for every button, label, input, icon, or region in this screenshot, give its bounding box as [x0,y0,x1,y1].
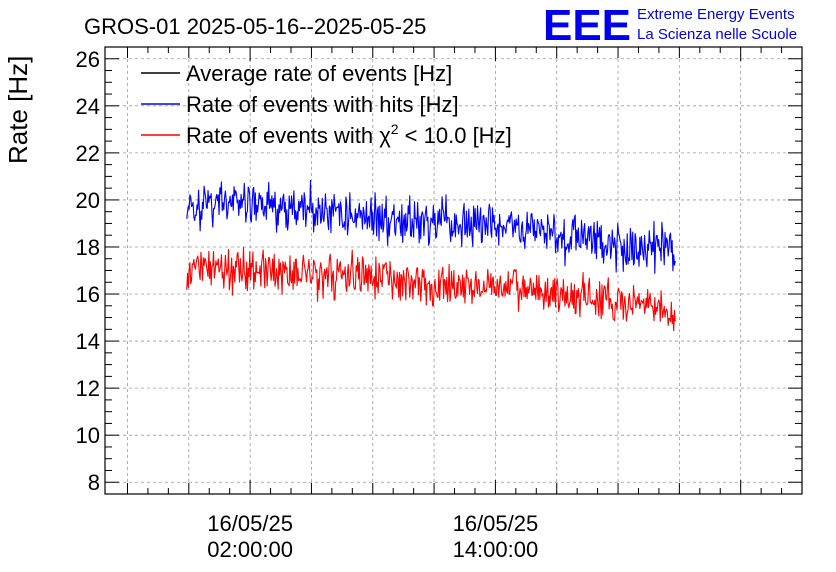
y-tick-label: 22 [76,141,100,166]
x-tick-label-date: 16/05/25 [207,511,293,536]
chart-title: GROS-01 2025-05-16--2025-05-25 [84,14,426,39]
legend-label-average: Average rate of events [Hz] [186,61,452,86]
y-tick-label: 26 [76,47,100,72]
grid-lines [105,47,802,494]
x-tick-label-time: 14:00:00 [453,537,539,562]
y-tick-label: 10 [76,423,100,448]
project-subtitle: La Scienza nelle Scuole [637,26,797,43]
y-tick-label: 12 [76,376,100,401]
y-tick-label: 8 [88,470,100,495]
y-tick-label: 16 [76,282,100,307]
legend-label-hits: Rate of events with hits [Hz] [186,92,459,117]
series-hits-line [186,179,676,274]
y-axis-label: Rate [Hz] [3,56,33,164]
x-tick-label-time: 02:00:00 [207,537,293,562]
legend-label-chi2: Rate of events with χ2 < 10.0 [Hz] [186,121,512,148]
series-chi2-line [186,246,676,332]
y-tick-label: 14 [76,329,100,354]
y-tick-label: 24 [76,94,100,119]
x-tick-label-date: 16/05/25 [453,511,539,536]
series-layer [186,179,676,332]
y-tick-label: 18 [76,235,100,260]
project-name: Extreme Energy Events [637,6,795,23]
legend: Average rate of events [Hz] Rate of even… [141,61,512,148]
axes: 810121416182022242616/05/2502:00:0016/05… [76,46,802,562]
eee-logo: EEE [543,1,631,50]
y-tick-label: 20 [76,188,100,213]
